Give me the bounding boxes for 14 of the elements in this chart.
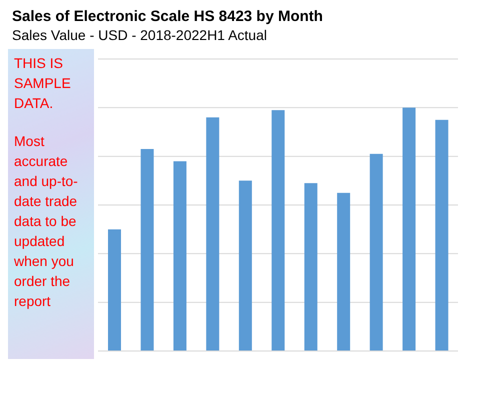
sample-notice-panel: THIS IS SAMPLE DATA. Most accurate and up-to-date trade data to be updated when you order the report — [8, 49, 94, 359]
bar — [272, 110, 285, 351]
chart-title: Sales of Electronic Scale HS 8423 by Month — [11, 8, 324, 25]
bar — [140, 149, 154, 351]
bar — [402, 108, 416, 351]
bar — [370, 154, 383, 351]
bar — [108, 229, 121, 351]
bar — [173, 161, 186, 351]
bar — [337, 192, 350, 351]
bar — [304, 183, 318, 351]
bar — [238, 180, 252, 351]
bar — [206, 117, 220, 351]
chart-subtitle: Sales Value - USD - 2018-2022H1 Actual — [11, 26, 268, 45]
bar — [435, 120, 448, 351]
